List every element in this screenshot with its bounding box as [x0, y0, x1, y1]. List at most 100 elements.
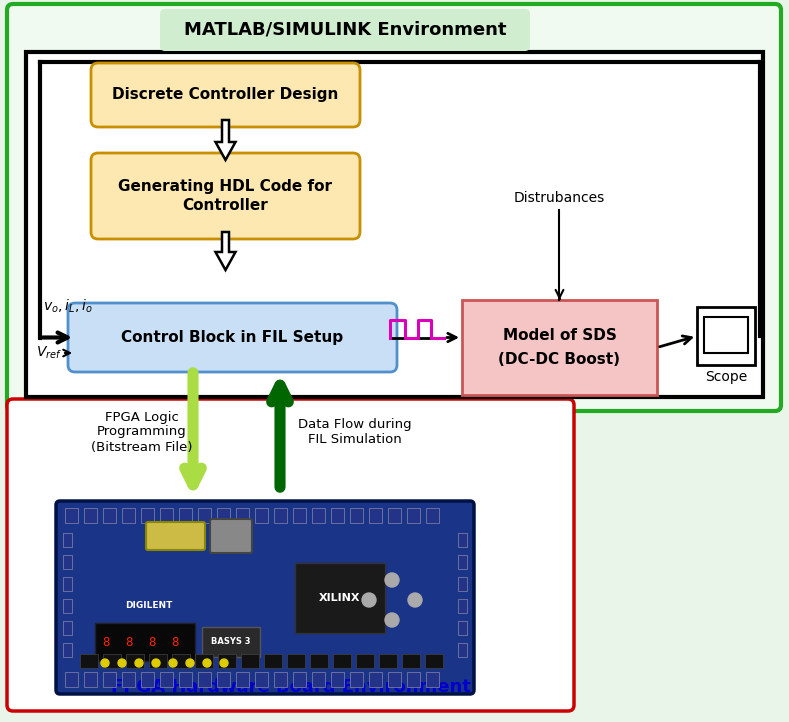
FancyBboxPatch shape: [333, 654, 351, 668]
Text: BASYS 3: BASYS 3: [211, 638, 251, 646]
FancyBboxPatch shape: [149, 654, 167, 668]
FancyBboxPatch shape: [388, 672, 401, 687]
FancyBboxPatch shape: [274, 672, 287, 687]
Text: $v_o,i_L,i_o$: $v_o,i_L,i_o$: [43, 297, 93, 315]
FancyBboxPatch shape: [179, 508, 192, 523]
Circle shape: [169, 659, 177, 667]
Circle shape: [203, 659, 211, 667]
Circle shape: [118, 659, 126, 667]
FancyBboxPatch shape: [350, 672, 363, 687]
FancyBboxPatch shape: [407, 672, 420, 687]
FancyBboxPatch shape: [63, 643, 72, 657]
FancyBboxPatch shape: [63, 577, 72, 591]
FancyBboxPatch shape: [426, 508, 439, 523]
FancyBboxPatch shape: [103, 508, 116, 523]
Text: (DC-DC Boost): (DC-DC Boost): [499, 352, 620, 367]
FancyBboxPatch shape: [65, 672, 78, 687]
Circle shape: [135, 659, 143, 667]
FancyBboxPatch shape: [160, 508, 173, 523]
Text: 8: 8: [102, 635, 110, 648]
FancyBboxPatch shape: [350, 508, 363, 523]
FancyBboxPatch shape: [402, 654, 420, 668]
FancyBboxPatch shape: [458, 643, 467, 657]
FancyBboxPatch shape: [255, 508, 268, 523]
FancyBboxPatch shape: [141, 672, 154, 687]
Circle shape: [186, 659, 194, 667]
Text: FPGA Logic
Programming
(Bitstream File): FPGA Logic Programming (Bitstream File): [92, 411, 193, 453]
FancyBboxPatch shape: [179, 672, 192, 687]
FancyBboxPatch shape: [56, 501, 474, 694]
FancyBboxPatch shape: [202, 627, 260, 657]
FancyBboxPatch shape: [458, 577, 467, 591]
Text: MATLAB/SIMULINK Environment: MATLAB/SIMULINK Environment: [184, 21, 507, 39]
Polygon shape: [215, 120, 235, 160]
FancyBboxPatch shape: [7, 4, 781, 411]
Text: Controller: Controller: [182, 199, 268, 214]
Text: Control Block in FIL Setup: Control Block in FIL Setup: [122, 330, 343, 345]
Circle shape: [362, 593, 376, 607]
FancyBboxPatch shape: [84, 672, 97, 687]
FancyBboxPatch shape: [331, 508, 344, 523]
FancyBboxPatch shape: [426, 672, 439, 687]
Text: Scope: Scope: [705, 370, 747, 384]
Text: Generating HDL Code for: Generating HDL Code for: [118, 178, 332, 193]
FancyBboxPatch shape: [84, 508, 97, 523]
FancyBboxPatch shape: [103, 654, 121, 668]
FancyBboxPatch shape: [295, 563, 385, 633]
FancyBboxPatch shape: [7, 399, 574, 711]
FancyBboxPatch shape: [103, 672, 116, 687]
FancyBboxPatch shape: [63, 555, 72, 569]
FancyBboxPatch shape: [462, 300, 657, 395]
Circle shape: [385, 573, 399, 587]
FancyBboxPatch shape: [312, 508, 325, 523]
FancyBboxPatch shape: [63, 533, 72, 547]
FancyBboxPatch shape: [293, 672, 306, 687]
FancyBboxPatch shape: [172, 654, 190, 668]
FancyBboxPatch shape: [65, 508, 78, 523]
FancyBboxPatch shape: [218, 654, 236, 668]
FancyBboxPatch shape: [198, 508, 211, 523]
Polygon shape: [215, 232, 235, 270]
Text: Model of SDS: Model of SDS: [503, 328, 616, 343]
Text: XILINX: XILINX: [320, 593, 361, 603]
Circle shape: [220, 659, 228, 667]
FancyBboxPatch shape: [425, 654, 443, 668]
FancyBboxPatch shape: [95, 623, 195, 661]
FancyBboxPatch shape: [26, 52, 763, 397]
FancyBboxPatch shape: [91, 63, 360, 127]
FancyBboxPatch shape: [210, 519, 252, 553]
FancyBboxPatch shape: [388, 508, 401, 523]
FancyBboxPatch shape: [80, 654, 98, 668]
FancyBboxPatch shape: [236, 508, 249, 523]
FancyBboxPatch shape: [126, 654, 144, 668]
FancyBboxPatch shape: [379, 654, 397, 668]
FancyBboxPatch shape: [458, 621, 467, 635]
Text: 8: 8: [148, 635, 155, 648]
FancyBboxPatch shape: [236, 672, 249, 687]
FancyBboxPatch shape: [293, 508, 306, 523]
FancyBboxPatch shape: [287, 654, 305, 668]
FancyBboxPatch shape: [331, 672, 344, 687]
FancyBboxPatch shape: [264, 654, 282, 668]
FancyBboxPatch shape: [310, 654, 328, 668]
FancyBboxPatch shape: [195, 654, 213, 668]
FancyBboxPatch shape: [369, 672, 382, 687]
FancyBboxPatch shape: [217, 508, 230, 523]
FancyBboxPatch shape: [217, 672, 230, 687]
FancyBboxPatch shape: [122, 672, 135, 687]
Circle shape: [385, 613, 399, 627]
FancyBboxPatch shape: [274, 508, 287, 523]
Text: Distrubances: Distrubances: [514, 191, 605, 205]
FancyBboxPatch shape: [122, 508, 135, 523]
FancyBboxPatch shape: [458, 533, 467, 547]
Text: $V_{ref}$: $V_{ref}$: [36, 345, 62, 361]
Circle shape: [152, 659, 160, 667]
FancyBboxPatch shape: [458, 599, 467, 613]
FancyBboxPatch shape: [160, 9, 530, 51]
FancyBboxPatch shape: [241, 654, 259, 668]
FancyBboxPatch shape: [91, 153, 360, 239]
FancyBboxPatch shape: [407, 508, 420, 523]
FancyBboxPatch shape: [356, 654, 374, 668]
FancyBboxPatch shape: [63, 599, 72, 613]
FancyBboxPatch shape: [458, 555, 467, 569]
